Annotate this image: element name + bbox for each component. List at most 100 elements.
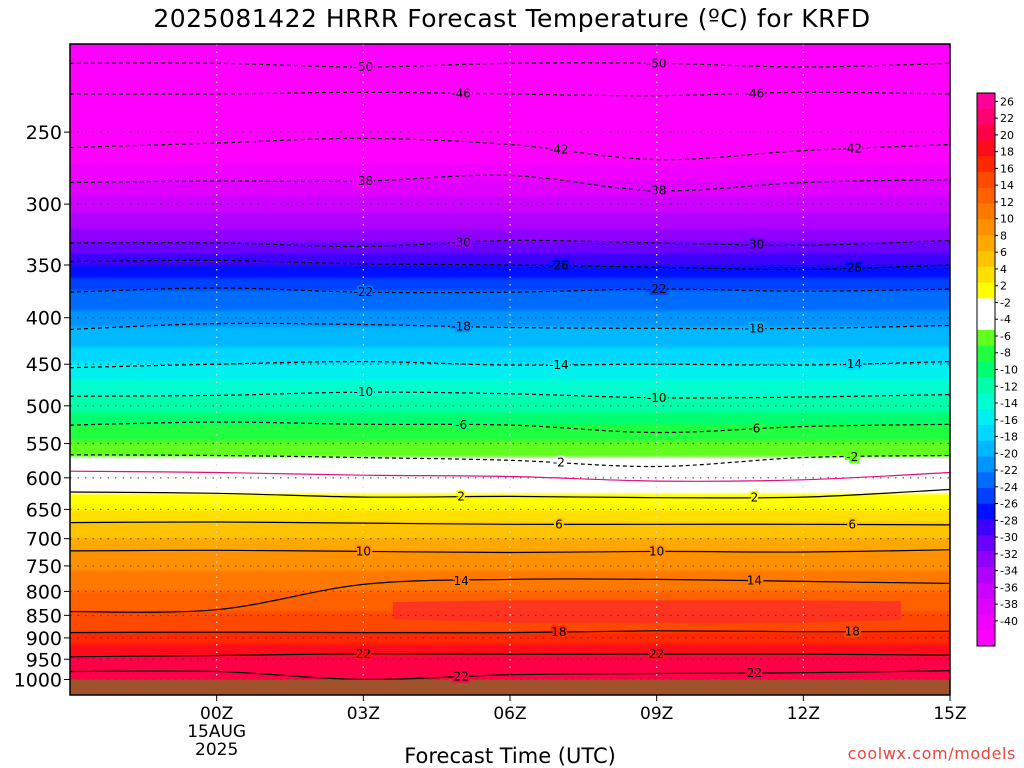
colorbar-swatch [977, 424, 995, 442]
plot-area [70, 44, 950, 695]
contour-label: -18 [745, 321, 765, 335]
contour-label: 14 [453, 574, 468, 588]
colorbar-swatch [977, 456, 995, 473]
colorbar-label: 2 [1000, 280, 1007, 293]
x-tick-sublabel: 2025 [195, 740, 238, 760]
colorbar-swatch [977, 266, 995, 284]
contour-label: 6 [848, 518, 856, 532]
contour-label: 6 [555, 517, 563, 531]
warm-core-region [392, 600, 902, 623]
credit-text: coolwx.com/models [847, 744, 1016, 763]
colorbar-label: -36 [1000, 581, 1018, 594]
colorbar-swatch [977, 93, 995, 110]
contour-label: -42 [549, 143, 569, 157]
contour-label: -10 [647, 391, 667, 405]
contour-label: -6 [455, 418, 467, 432]
y-tick-label: 750 [26, 556, 62, 578]
contour-label: 14 [747, 574, 762, 588]
y-tick-label: 500 [26, 396, 62, 418]
colorbar-label: -38 [1000, 598, 1018, 611]
colorbar-label: 4 [1000, 263, 1007, 276]
contour-line [70, 578, 950, 613]
contour-label: -42 [842, 142, 862, 156]
colorbar-label: -12 [1000, 380, 1018, 393]
colorbar-swatch [977, 377, 995, 394]
colorbar-swatch [977, 488, 995, 505]
colorbar-swatch [977, 393, 995, 410]
y-tick-label: 950 [26, 649, 62, 671]
colorbar-swatch [977, 172, 995, 189]
colorbar-label: 6 [1000, 246, 1007, 259]
contour-label: 18 [551, 625, 566, 639]
colorbar-label: -16 [1000, 414, 1018, 427]
colorbar-swatch [977, 361, 995, 378]
contour-line [70, 488, 950, 499]
contour-label: -22 [354, 285, 374, 299]
contour-label: 10 [356, 544, 371, 558]
contour-label: -50 [354, 60, 374, 74]
colorbar-swatch [977, 251, 995, 268]
contour-label: -10 [354, 385, 374, 399]
colorbar-label: -20 [1000, 447, 1018, 460]
x-tick-label: 09Z [640, 704, 673, 724]
y-tick-label: 1000 [14, 670, 62, 692]
colorbar-swatch [977, 203, 995, 220]
contour-lines [70, 62, 950, 681]
colorbar-swatch [977, 535, 995, 552]
contour-label: 22 [453, 669, 468, 683]
colorbar-swatch [977, 156, 995, 173]
contour-line [70, 521, 950, 526]
x-tick-label: 12Z [787, 704, 820, 724]
contour-label: 18 [845, 625, 860, 639]
contour-labels: -50 -50-46 -46-42 -42-38-38-30-30-26-26-22-… [352, 54, 864, 685]
contour-line [70, 653, 950, 658]
y-tick-label: 450 [26, 354, 62, 376]
y-tick-label: 700 [26, 529, 62, 551]
colorbar-label: -40 [1000, 615, 1018, 628]
colorbar-label: 26 [1000, 95, 1014, 108]
colorbar-swatch [977, 582, 995, 600]
contour-label: -26 [549, 259, 569, 273]
colorbar-label: 16 [1000, 162, 1014, 175]
colorbar-swatch [977, 219, 995, 236]
x-axis-label: Forecast Time (UTC) [404, 744, 616, 768]
x-tick-label: 00Z [200, 704, 233, 724]
colorbar-label: -10 [1000, 364, 1018, 377]
colorbar-label: -30 [1000, 531, 1018, 544]
y-tick-label: 550 [26, 433, 62, 455]
contour-label: 22 [649, 647, 664, 661]
contour-label: -14 [549, 358, 569, 372]
colorbar-swatch [977, 519, 995, 536]
colorbar-swatch [977, 298, 995, 315]
colorbar-swatch [977, 282, 995, 299]
x-tick-sublabel: 15AUG [187, 722, 246, 742]
colorbar-swatch [977, 598, 995, 615]
ground [70, 679, 950, 695]
contour-label: -22 [647, 282, 667, 296]
y-tick-label: 400 [26, 308, 62, 330]
colorbar-label: -18 [1000, 431, 1018, 444]
contour-label: -2 [846, 450, 858, 464]
contour-line [70, 630, 950, 634]
y-tick-label: 850 [26, 605, 62, 627]
contour-label: 10 [649, 544, 664, 558]
contour-label: -30 [451, 236, 471, 250]
y-tick-label: 650 [26, 499, 62, 521]
y-tick-label: 250 [26, 122, 62, 144]
y-axis: 2503003504004505005506006507007508008509… [14, 122, 70, 692]
colorbar-swatch [977, 140, 995, 157]
contour-label: -38 [354, 174, 374, 188]
contour-line [70, 670, 950, 681]
contour-label: 2 [457, 490, 465, 504]
contour-label: -38 [647, 184, 667, 198]
x-tick-label: 06Z [493, 704, 526, 724]
y-tick-label: 350 [26, 255, 62, 277]
contour-line [70, 470, 950, 482]
colorbar-swatch [977, 472, 995, 489]
y-tick-label: 600 [26, 468, 62, 490]
colorbar-label: 18 [1000, 146, 1014, 159]
colorbar-label: -4 [1000, 313, 1011, 326]
colorbar-swatch [977, 345, 995, 363]
colorbar-swatch [977, 330, 995, 347]
